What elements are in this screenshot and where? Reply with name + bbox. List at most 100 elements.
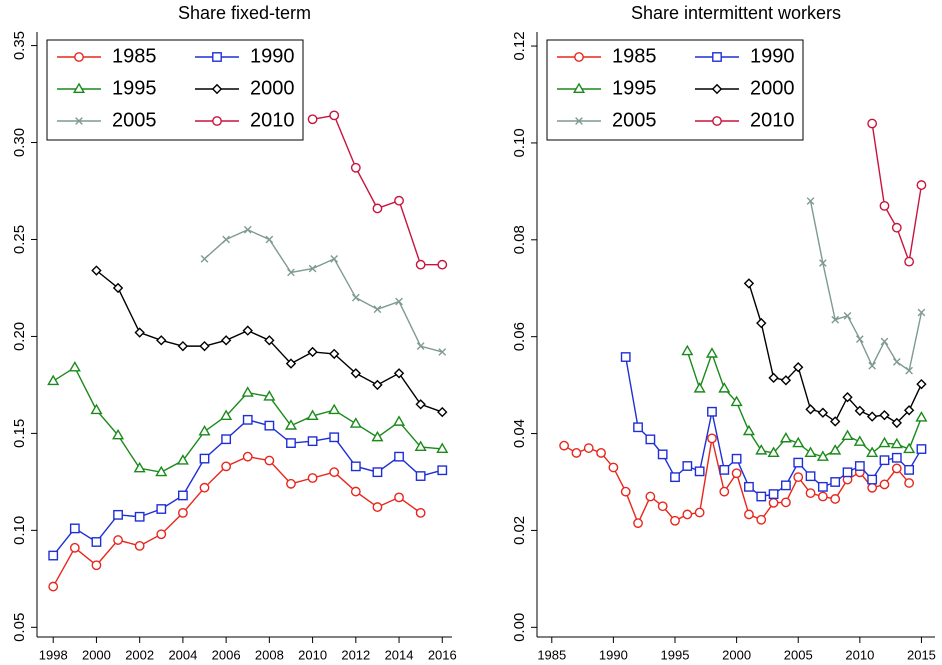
x-tick-label: 2010 bbox=[298, 647, 327, 662]
series-line bbox=[52, 419, 443, 556]
marker bbox=[793, 457, 804, 468]
marker bbox=[350, 461, 361, 472]
marker bbox=[263, 390, 276, 401]
legend-label: 2010 bbox=[750, 109, 795, 131]
x-tick-label: 2014 bbox=[385, 647, 414, 662]
marker bbox=[307, 436, 318, 447]
marker bbox=[756, 514, 767, 525]
marker bbox=[91, 537, 102, 547]
marker bbox=[633, 518, 643, 529]
marker bbox=[905, 366, 913, 375]
marker bbox=[891, 463, 902, 474]
x-tick-label: 1990 bbox=[599, 647, 628, 662]
marker bbox=[719, 486, 730, 497]
marker bbox=[242, 414, 253, 425]
marker bbox=[730, 395, 743, 407]
marker bbox=[804, 446, 817, 457]
marker bbox=[329, 467, 340, 478]
marker bbox=[372, 467, 383, 478]
series-line bbox=[563, 438, 910, 525]
marker bbox=[657, 449, 668, 460]
chart-title: Share fixed-term bbox=[178, 3, 311, 23]
legend-label: 1990 bbox=[750, 45, 795, 67]
marker bbox=[718, 382, 731, 393]
marker bbox=[351, 293, 360, 302]
marker bbox=[805, 404, 816, 415]
marker bbox=[880, 337, 889, 346]
marker bbox=[693, 382, 706, 393]
marker bbox=[756, 491, 767, 502]
y-tick-label: 0.12 bbox=[511, 31, 528, 60]
marker bbox=[372, 379, 383, 391]
marker bbox=[68, 361, 81, 372]
marker bbox=[330, 255, 339, 263]
series-line bbox=[204, 229, 443, 353]
legend-label: 1995 bbox=[112, 77, 157, 99]
marker bbox=[134, 540, 145, 551]
marker bbox=[892, 358, 901, 366]
marker bbox=[574, 52, 584, 62]
marker bbox=[670, 472, 680, 483]
marker bbox=[681, 344, 694, 356]
marker bbox=[328, 403, 341, 415]
marker bbox=[177, 340, 189, 352]
y-tick-label: 0.08 bbox=[511, 225, 528, 254]
marker bbox=[212, 116, 222, 126]
marker bbox=[211, 83, 223, 95]
marker bbox=[212, 52, 222, 62]
marker bbox=[916, 378, 927, 390]
x-tick-label: 2006 bbox=[212, 647, 241, 662]
marker bbox=[879, 409, 890, 421]
marker bbox=[415, 259, 426, 270]
marker bbox=[134, 327, 145, 338]
marker bbox=[308, 264, 317, 273]
marker bbox=[307, 346, 318, 358]
y-tick-label: 0.06 bbox=[511, 322, 528, 351]
marker bbox=[830, 494, 841, 504]
y-tick-label: 0.35 bbox=[11, 31, 28, 60]
marker bbox=[867, 482, 878, 493]
marker bbox=[731, 468, 742, 479]
marker bbox=[74, 52, 84, 62]
marker bbox=[199, 482, 210, 493]
marker bbox=[75, 117, 83, 125]
marker bbox=[768, 489, 779, 500]
marker bbox=[853, 435, 866, 446]
marker bbox=[69, 523, 80, 534]
marker bbox=[633, 422, 643, 433]
x-tick-label: 2000 bbox=[722, 647, 751, 662]
marker bbox=[670, 515, 680, 526]
x-tick-label: 2005 bbox=[784, 647, 813, 662]
marker bbox=[767, 446, 780, 457]
y-tick-label: 0.25 bbox=[11, 225, 28, 254]
x-tick-label: 1995 bbox=[661, 647, 690, 662]
legend-label: 2005 bbox=[612, 109, 657, 131]
marker bbox=[891, 452, 902, 463]
marker bbox=[904, 256, 915, 267]
marker bbox=[805, 471, 816, 482]
marker bbox=[438, 348, 447, 356]
marker bbox=[903, 442, 916, 454]
marker bbox=[793, 472, 804, 483]
marker bbox=[350, 368, 362, 379]
marker bbox=[916, 180, 927, 190]
marker bbox=[572, 82, 586, 94]
marker bbox=[855, 335, 864, 343]
marker bbox=[792, 436, 805, 448]
marker bbox=[242, 325, 253, 336]
x-tick-label: 1985 bbox=[537, 647, 566, 662]
marker bbox=[371, 430, 384, 442]
marker bbox=[329, 110, 340, 121]
y-tick-label: 0.00 bbox=[511, 613, 528, 642]
marker bbox=[373, 305, 382, 314]
marker bbox=[91, 560, 102, 571]
marker bbox=[72, 82, 86, 94]
marker bbox=[707, 406, 717, 417]
marker bbox=[156, 335, 167, 346]
marker bbox=[69, 542, 80, 553]
marker bbox=[200, 255, 209, 263]
marker bbox=[284, 419, 298, 430]
marker bbox=[243, 225, 252, 234]
marker bbox=[806, 197, 815, 205]
